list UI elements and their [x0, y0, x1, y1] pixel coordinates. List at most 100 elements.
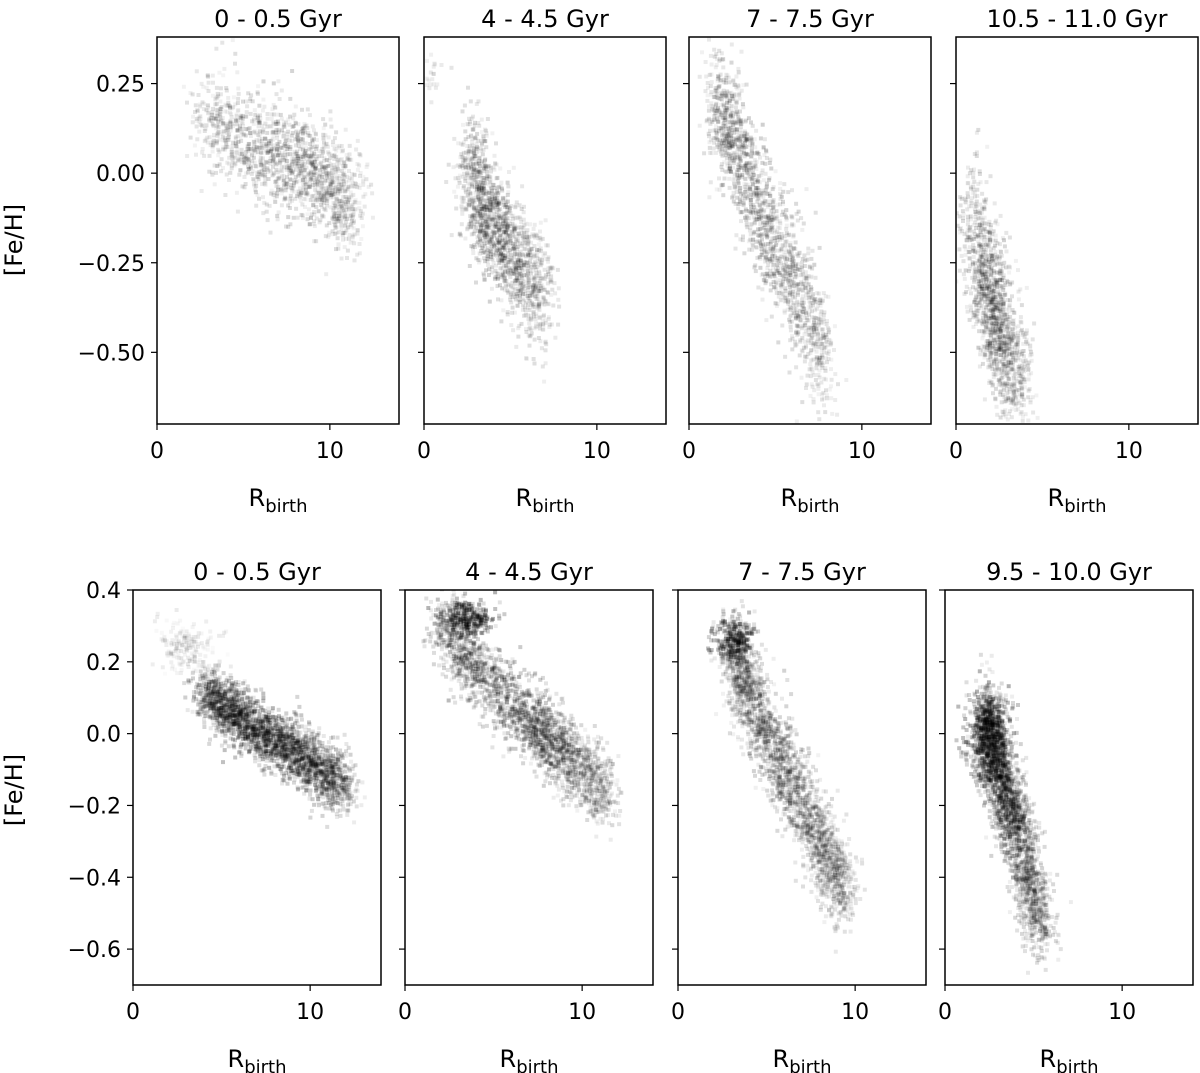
density-cell [470, 182, 474, 187]
density-cell [280, 151, 285, 156]
density-cell [727, 161, 732, 166]
density-cell [304, 187, 308, 192]
density-cell [280, 128, 284, 133]
density-cell [763, 255, 768, 260]
density-cell [527, 234, 532, 239]
density-cell [277, 97, 282, 101]
density-cell [525, 280, 530, 285]
density-cell [488, 249, 493, 254]
density-cell [261, 195, 265, 200]
density-cell [796, 324, 801, 329]
density-cell [210, 110, 215, 115]
density-cell [741, 102, 745, 107]
density-cell [217, 162, 222, 167]
density-cell [999, 297, 1004, 302]
density-cell [251, 178, 256, 183]
density-cell [979, 278, 984, 283]
density-cell [826, 349, 831, 354]
density-cell [720, 183, 725, 187]
density-cell [791, 264, 795, 269]
density-cell [773, 235, 778, 240]
density-cell [766, 273, 771, 278]
density-cell [228, 120, 233, 125]
density-cell [517, 263, 522, 267]
density-cell [504, 278, 509, 283]
density-cell [735, 135, 740, 140]
density-cell [1003, 380, 1008, 385]
density-cell [819, 341, 824, 346]
density-cell [774, 258, 779, 263]
density-cell [773, 276, 778, 281]
density-cell [720, 91, 725, 96]
density-cell [722, 160, 727, 165]
density-cell [279, 191, 284, 196]
density-cell [477, 209, 482, 214]
density-cell [812, 263, 817, 268]
density-cell [769, 208, 774, 213]
density-cell [781, 250, 786, 255]
density-cell [337, 199, 342, 204]
density-cell [720, 168, 725, 172]
density-cell [715, 92, 720, 97]
density-cell [497, 246, 501, 251]
density-cell [809, 358, 814, 363]
density-cell [747, 175, 752, 180]
density-cell [324, 190, 329, 195]
density-cell [348, 222, 353, 227]
density-cell [775, 269, 780, 274]
density-cell [506, 222, 510, 227]
density-cell [499, 251, 504, 256]
density-cell [229, 125, 233, 130]
density-cell [478, 216, 483, 221]
density-cell [300, 160, 305, 164]
density-cell [524, 260, 529, 265]
density-cell [238, 168, 243, 173]
density-cell [283, 120, 288, 125]
density-cell [1003, 349, 1008, 354]
density-cell [471, 161, 475, 166]
density-cell [339, 157, 344, 162]
density-cell [490, 237, 494, 241]
density-cell [283, 156, 288, 161]
density-cell [740, 144, 745, 149]
density-cell [744, 82, 749, 87]
density-cell [754, 211, 758, 216]
density-cell [461, 196, 466, 201]
density-cell [819, 300, 824, 305]
density-cell [317, 162, 322, 167]
density-cell [514, 291, 519, 296]
density-cell [219, 105, 224, 109]
density-cell [494, 263, 498, 268]
density-cell [476, 196, 481, 200]
density-cell [749, 211, 754, 216]
density-cell [546, 315, 551, 320]
density-cell [469, 196, 474, 201]
density-cell [748, 166, 753, 171]
density-cell [1004, 335, 1009, 340]
density-cell [477, 159, 481, 164]
density-cell [531, 255, 536, 260]
density-cell [524, 231, 529, 236]
density-cell [800, 227, 805, 232]
density-cell [342, 172, 347, 177]
density-cell [749, 146, 754, 151]
density-cell [336, 166, 340, 171]
density-cell [513, 260, 518, 265]
density-cell [518, 275, 523, 280]
density-cell [461, 185, 466, 190]
density-cell [262, 170, 267, 174]
density-cell [782, 212, 787, 217]
density-cell [770, 248, 775, 253]
density-cell [308, 215, 313, 220]
x-tick-label: 10 [583, 439, 611, 464]
density-cell [521, 288, 526, 292]
density-cell [790, 257, 795, 262]
density-cell [349, 204, 354, 209]
density-cell [819, 346, 824, 350]
density-cell [1006, 279, 1010, 284]
density-cell [534, 324, 539, 329]
density-cell [1006, 376, 1011, 381]
density-cell [723, 80, 728, 85]
density-cell [533, 232, 538, 237]
density-cell [228, 128, 233, 133]
